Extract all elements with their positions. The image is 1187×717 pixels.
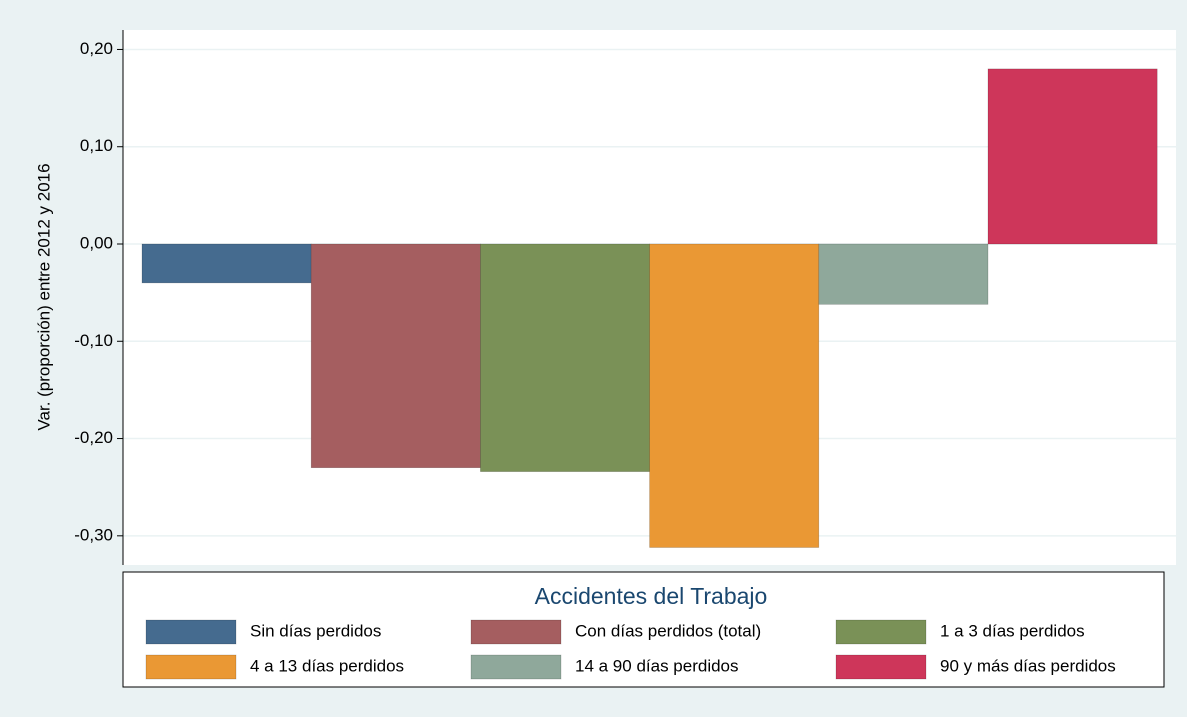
bar — [818, 243, 989, 305]
y-tick-label: -0,20 — [74, 428, 113, 447]
legend-swatch — [145, 654, 237, 680]
bar — [987, 68, 1158, 245]
legend-swatch — [835, 654, 927, 680]
y-tick-label: 0,10 — [80, 136, 113, 155]
legend-label: Sin días perdidos — [250, 621, 381, 640]
bar — [480, 243, 650, 472]
y-tick-label: 0,20 — [80, 39, 113, 58]
legend-swatch — [470, 654, 562, 680]
legend-label: 4 a 13 días perdidos — [250, 656, 404, 675]
legend-label: 1 a 3 días perdidos — [940, 621, 1085, 640]
legend-label: 14 a 90 días perdidos — [575, 656, 739, 675]
legend-swatch — [145, 619, 237, 645]
legend-swatch — [470, 619, 562, 645]
legend-label: Con días perdidos (total) — [575, 621, 761, 640]
y-tick-label: 0,00 — [80, 233, 113, 252]
legend-swatch — [835, 619, 927, 645]
bar — [141, 243, 312, 284]
y-axis-title: Var. (proporción) entre 2012 y 2016 — [34, 163, 53, 430]
bar — [649, 243, 820, 548]
legend-label: 90 y más días perdidos — [940, 656, 1116, 675]
legend-box — [122, 571, 1165, 688]
bar — [310, 243, 481, 469]
legend-title: Accidentes del Trabajo — [535, 583, 768, 609]
y-tick-label: -0,30 — [74, 525, 113, 544]
y-tick-label: -0,10 — [74, 331, 113, 350]
